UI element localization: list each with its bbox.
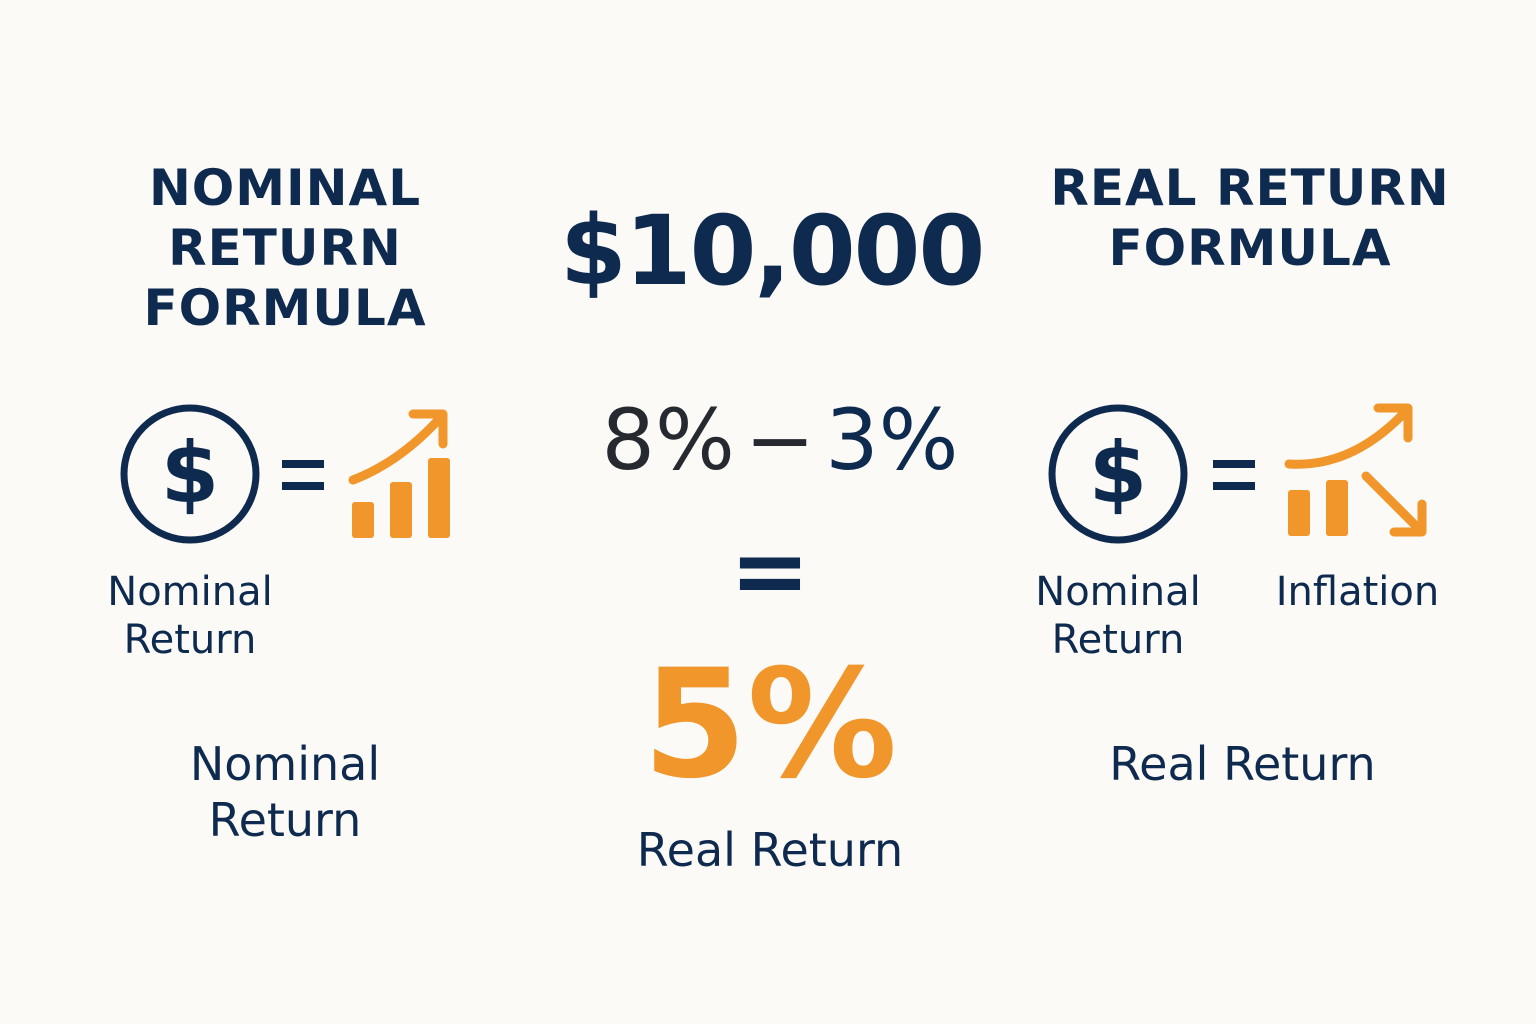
nominal-return-caption: Nominal Return [189, 737, 381, 847]
nominal-return-icon-label: Nominal Return [1035, 569, 1201, 663]
inflation-icon-label: Inflation [1275, 569, 1440, 615]
svg-text:$: $ [161, 424, 219, 522]
equals-icon [1213, 460, 1255, 490]
nominal-rate: 8% [601, 391, 735, 489]
svg-text:$: $ [1089, 424, 1147, 522]
nominal-formula-title: NOMINAL RETURN FORMULA [143, 159, 427, 337]
dollar-circle-icon: $ [120, 404, 260, 544]
real-return-result-label: Real Return [636, 823, 904, 877]
real-formula-title: REAL RETURN FORMULA [1050, 159, 1450, 277]
growth-chart-icon [348, 409, 450, 538]
minus-sign: − [744, 391, 816, 489]
real-return-result: 5% [642, 638, 898, 812]
nominal-return-icon-label: Nominal Return [107, 569, 273, 663]
dollar-circle-icon: $ [1048, 404, 1188, 544]
rate-expression: 8% − 3% [590, 392, 970, 488]
real-return-caption: Real Return [1109, 737, 1376, 791]
equals-sign: = [729, 515, 811, 627]
equals-icon [282, 460, 324, 490]
investment-amount: $10,000 [560, 195, 985, 307]
inflation-rate: 3% [825, 391, 959, 489]
inflation-chart-icon [1284, 403, 1427, 537]
